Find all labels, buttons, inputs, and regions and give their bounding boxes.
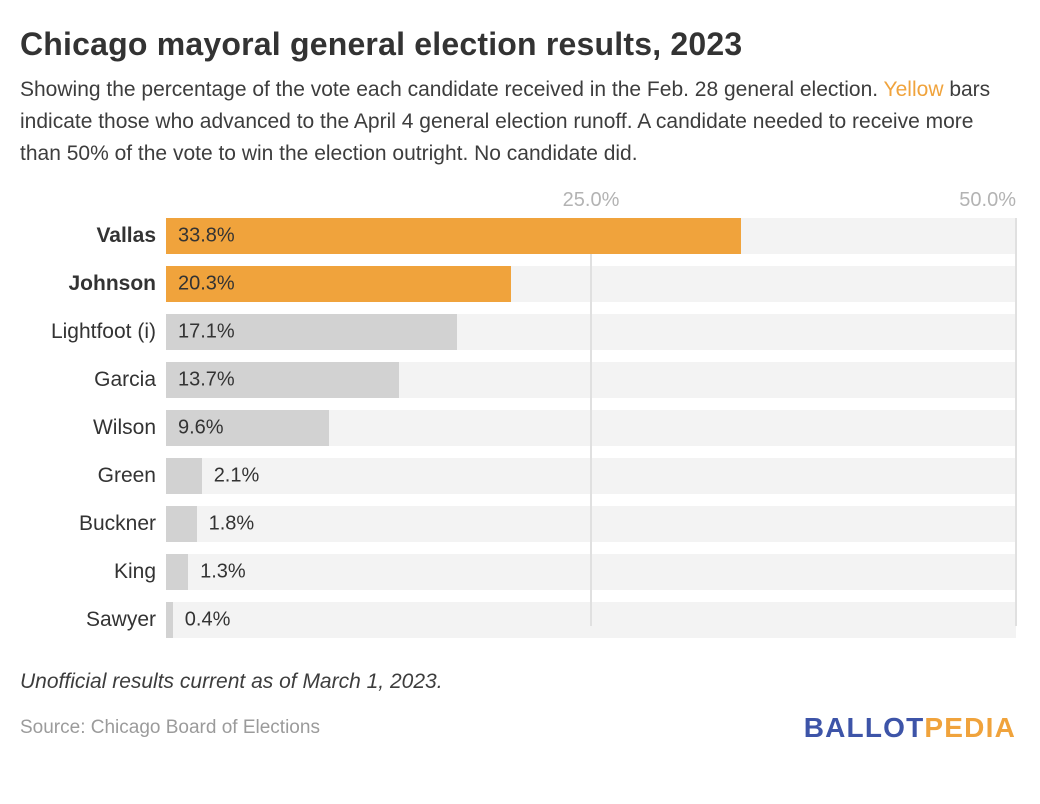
bar <box>166 602 173 638</box>
value-label: 13.7% <box>178 368 235 391</box>
chart-subtitle: Showing the percentage of the vote each … <box>20 74 1016 170</box>
category-label: Johnson <box>68 272 157 295</box>
chart-rows: Vallas 33.8% Johnson 20.3% Lightfoot (i) 17.1… <box>20 218 1016 638</box>
bar-track: 2.1% <box>166 458 1016 494</box>
bar-track: 13.7% <box>166 362 1016 398</box>
bar-track: 9.6% <box>166 410 1016 446</box>
subtitle-text-1: Showing the percentage of the vote each … <box>20 78 884 101</box>
value-label: 1.8% <box>208 512 255 535</box>
category-label: Sawyer <box>85 608 156 631</box>
bar <box>166 506 197 542</box>
chart-row: Lightfoot (i) 17.1% <box>20 314 1016 350</box>
category-label: Buckner <box>78 512 156 535</box>
yellow-highlight-text: Yellow <box>883 78 944 101</box>
value-label: 1.3% <box>200 560 246 583</box>
bar-chart: 25.0% 50.0% Vallas 33.8% Johnson 20.3% Light… <box>20 182 1017 638</box>
chart-row: Buckner 1.8% <box>20 506 1016 542</box>
source-caption: Source: Chicago Board of Elections <box>20 717 320 738</box>
category-label: Wilson <box>92 416 156 439</box>
bar <box>166 458 202 494</box>
footer-note: Unofficial results current as of March 1… <box>20 670 443 693</box>
bar <box>166 362 399 398</box>
value-label: 17.1% <box>178 320 235 343</box>
value-label: 0.4% <box>184 608 231 631</box>
chart-row: King 1.3% <box>20 554 1016 590</box>
chart-body: Vallas 33.8% Johnson 20.3% Lightfoot (i) 17.1… <box>20 218 1017 638</box>
x-axis: 25.0% 50.0% <box>166 182 1016 218</box>
bar-track: 33.8% <box>166 218 1016 254</box>
subtitle-text-2: bars indicate those who advanced to the … <box>20 78 991 165</box>
bar <box>166 218 741 254</box>
bar-track: 17.1% <box>166 314 1016 350</box>
bar-track: 20.3% <box>166 266 1016 302</box>
ballotpedia-logo: BALLOTPEDIA <box>804 712 1016 744</box>
value-label: 33.8% <box>178 224 235 247</box>
bar-track: 1.3% <box>166 554 1016 590</box>
page-title: Chicago mayoral general election results… <box>20 26 743 62</box>
bar <box>166 266 512 302</box>
category-label: Garcia <box>94 368 156 391</box>
chart-row: Sawyer 0.4% <box>20 602 1016 638</box>
chart-row: Wilson 9.6% <box>20 410 1016 446</box>
category-label: Green <box>97 464 156 487</box>
bar-track: 1.8% <box>166 506 1016 542</box>
value-label: 9.6% <box>178 416 224 439</box>
x-axis-tick-50: 50.0% <box>959 189 1016 211</box>
bar <box>166 314 457 350</box>
bar <box>166 410 330 446</box>
logo-pedia-text: PEDIA <box>924 712 1016 743</box>
value-label: 20.3% <box>178 272 235 295</box>
chart-row: Johnson 20.3% <box>20 266 1016 302</box>
value-label: 2.1% <box>213 464 260 487</box>
category-label: King <box>113 560 156 583</box>
footer-row: Source: Chicago Board of Elections BALLO… <box>20 712 1016 744</box>
chart-row: Garcia 13.7% <box>20 362 1016 398</box>
chart-row: Green 2.1% <box>20 458 1016 494</box>
x-axis-tick-25: 25.0% <box>562 189 620 211</box>
category-label: Lightfoot (i) <box>50 320 156 343</box>
logo-ballot-text: BALLOT <box>803 712 925 743</box>
category-label: Vallas <box>96 224 156 247</box>
bar <box>166 554 189 590</box>
chart-row: Vallas 33.8% <box>20 218 1016 254</box>
bar-track: 0.4% <box>166 602 1016 638</box>
